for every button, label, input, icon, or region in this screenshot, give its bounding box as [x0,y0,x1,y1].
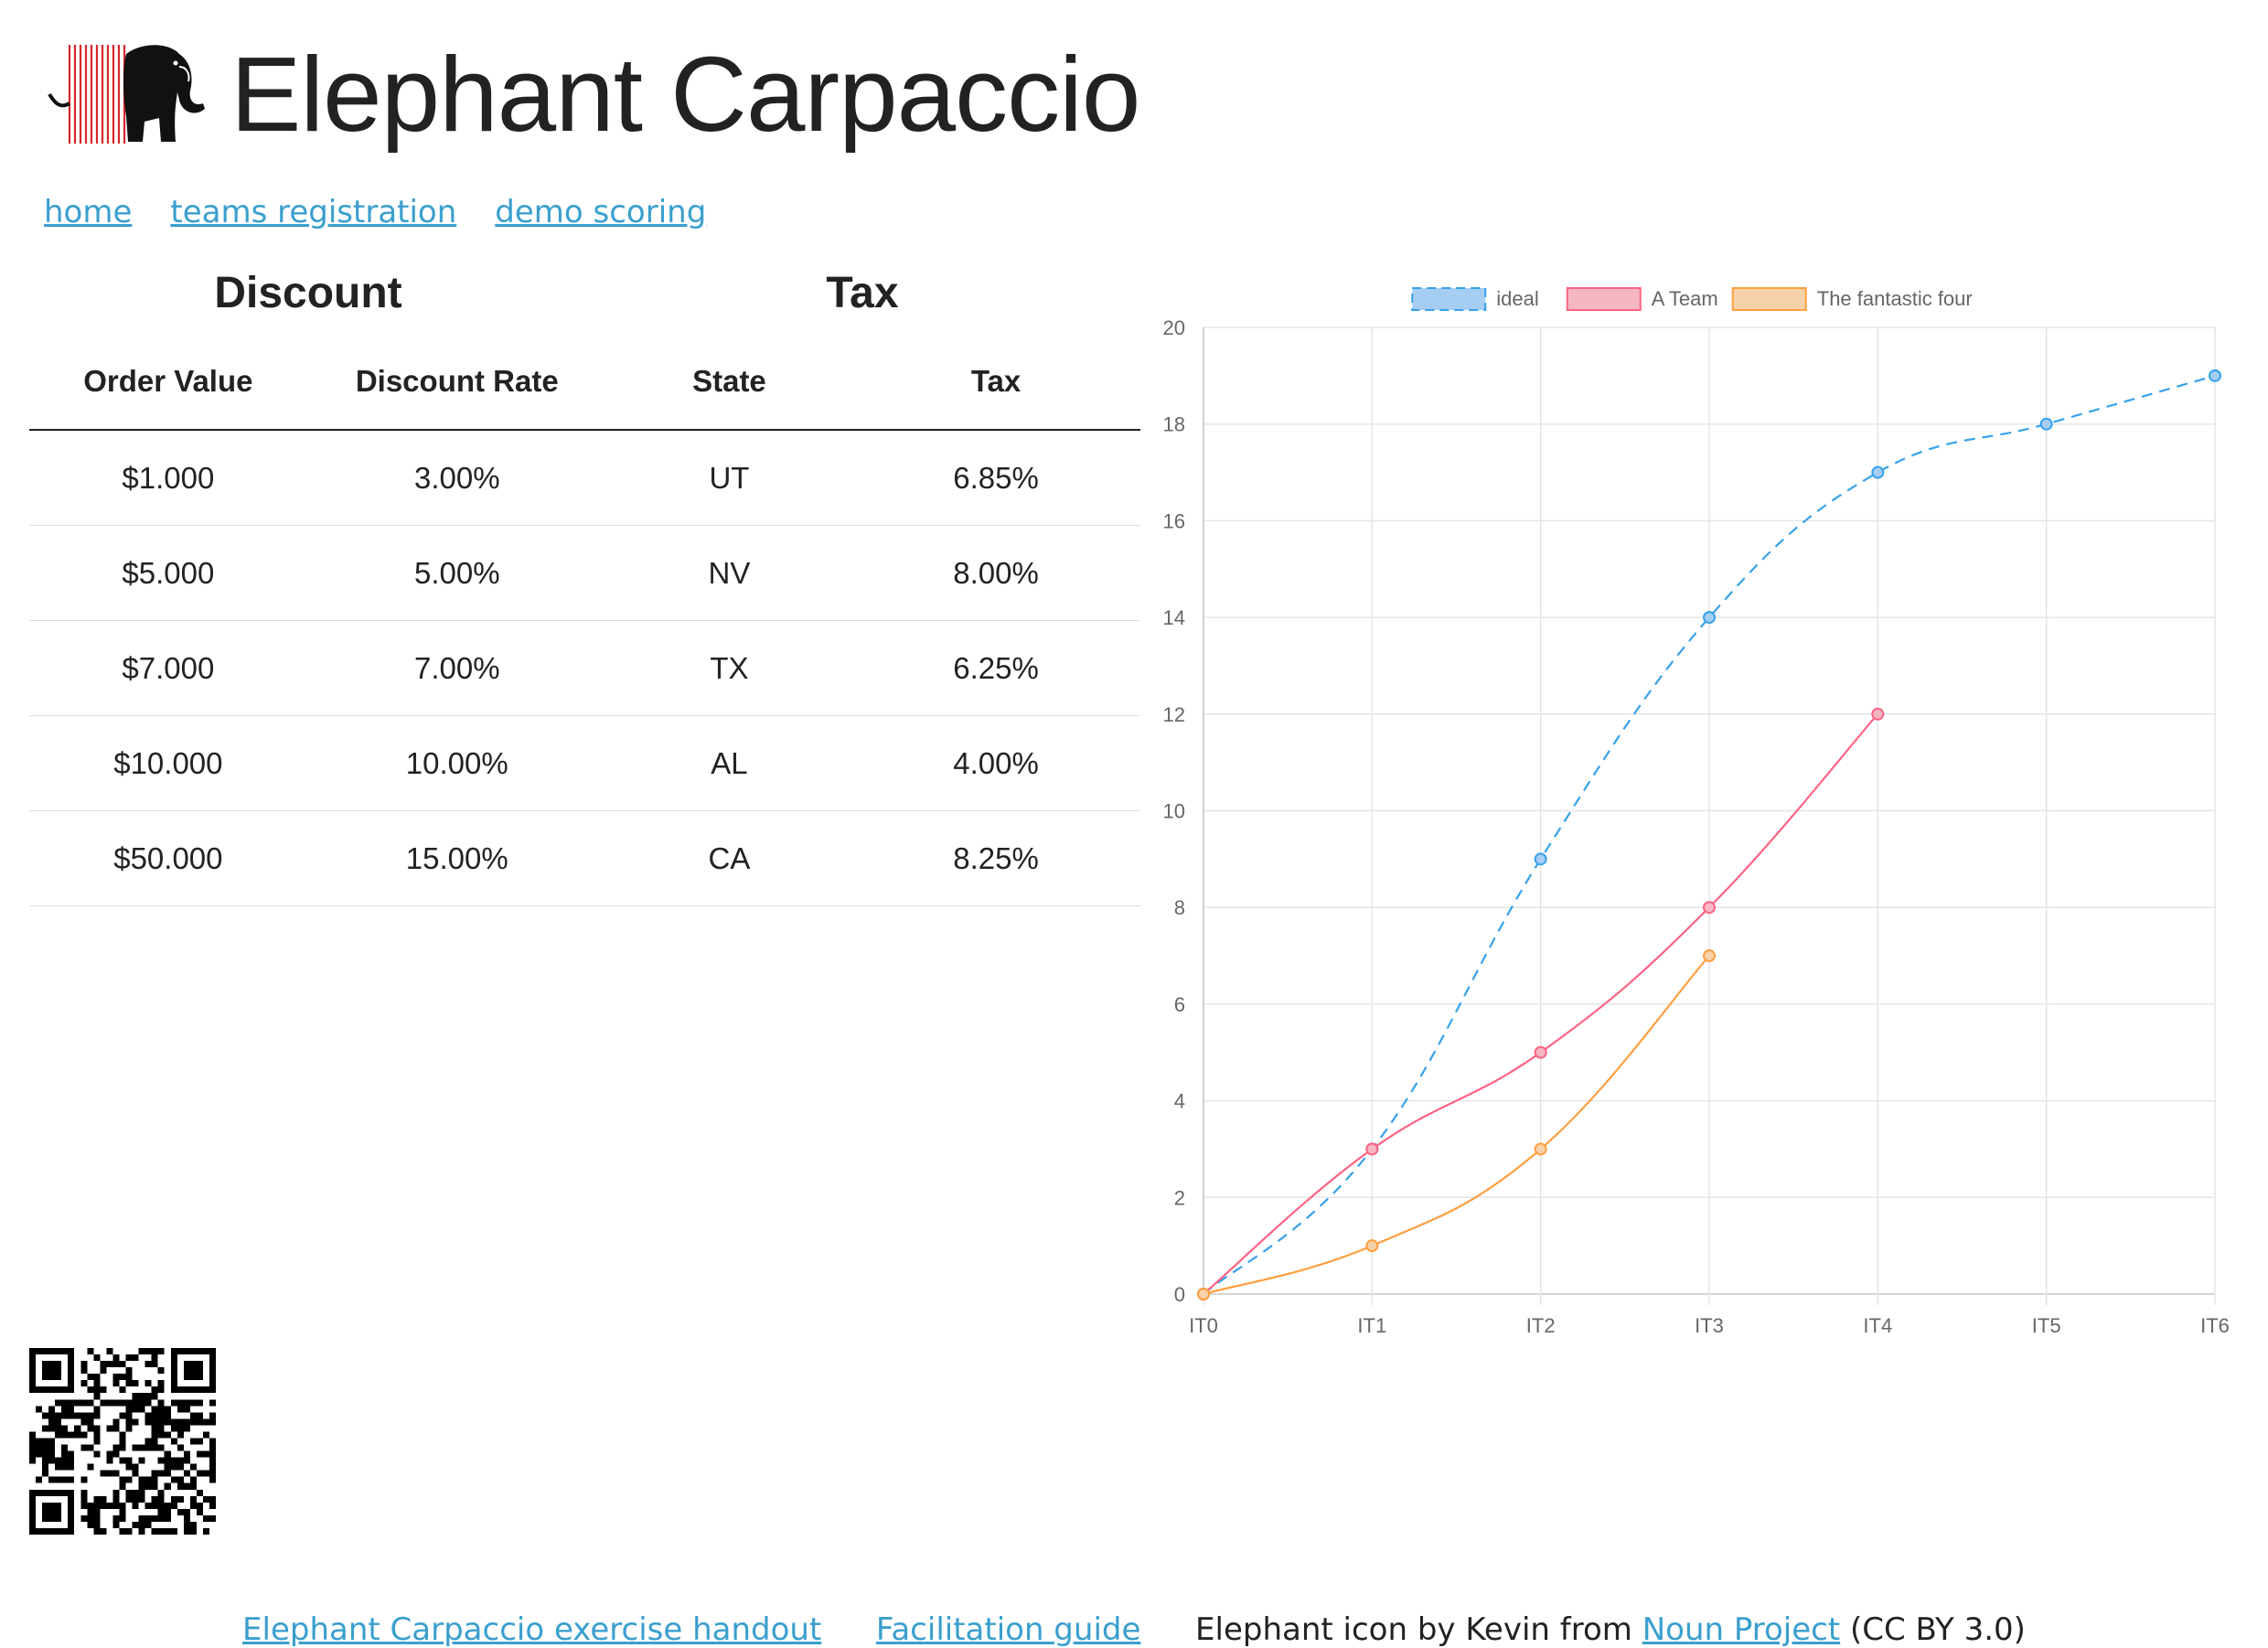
data-point [1871,466,1885,479]
order-value-cell: $10.000 [29,715,307,811]
tax-cell: 8.25% [851,810,1140,906]
y-tick-label: 4 [1174,1090,1185,1113]
data-point [1871,707,1885,721]
discount-rate-cell: 10.00% [306,715,607,811]
discount-rate-cell: 5.00% [306,525,607,621]
legend-swatch [1566,287,1642,311]
series-line-the-fantastic-four [1203,955,1710,1296]
nav-teams-registration-link[interactable]: teams registration [170,194,457,230]
column-header-order-value: Order Value [29,334,307,431]
main-nav: home teams registration demo scoring [44,194,706,230]
data-point [1534,1142,1547,1156]
x-tick-label: IT1 [1357,1314,1386,1337]
data-point [1703,611,1716,625]
legend-label: A Team [1652,287,1718,310]
x-tick-label: IT0 [1189,1314,1218,1337]
table-row: $50.000 15.00% CA 8.25% [29,810,1140,906]
legend-swatch [1731,287,1807,311]
y-tick-label: 0 [1174,1283,1185,1306]
qr-code[interactable] [29,1348,216,1535]
legend-label: The fantastic four [1817,287,1973,310]
data-point [1534,852,1547,866]
tax-cell: 6.25% [851,620,1140,716]
order-value-cell: $50.000 [29,810,307,906]
table-row: $7.000 7.00% TX 6.25% [29,620,1140,716]
discount-rate-cell: 15.00% [306,810,607,906]
y-tick-label: 18 [1163,413,1185,436]
y-tick-label: 2 [1174,1186,1185,1209]
column-header-tax: Tax [851,334,1140,431]
legend-swatch [1411,287,1487,311]
state-cell: UT [606,430,852,526]
y-tick-label: 6 [1174,993,1185,1016]
data-point [1703,901,1716,915]
data-point [1534,1045,1547,1059]
y-tick-label: 20 [1163,316,1185,339]
y-tick-label: 12 [1163,703,1185,726]
state-cell: CA [606,810,852,906]
team-progress-chart: 0 2 4 6 8 10 12 14 16 18 20 IT0 IT1 IT2 IT3 IT4 IT5 IT6 id… [1143,270,2241,1358]
icon-credit-text: Elephant icon by Kevin from [1195,1611,1632,1648]
x-tick-label: IT4 [1863,1314,1892,1337]
license-text: (CC BY 3.0) [1850,1611,2026,1648]
tax-heading: Tax [826,269,899,317]
tax-cell: 6.85% [851,430,1140,526]
chart-svg: 0 2 4 6 8 10 12 14 16 18 20 IT0 IT1 IT2 IT3 IT4 IT5 IT6 id… [1163,287,2230,1337]
tax-cell: 8.00% [851,525,1140,621]
data-point [1703,949,1716,963]
discount-rate-cell: 3.00% [306,430,607,526]
table-row: $10.000 10.00% AL 4.00% [29,715,1140,811]
tax-cell: 4.00% [851,715,1140,811]
column-header-state: State [606,334,852,431]
table-row: $1.000 3.00% UT 6.85% [29,430,1140,526]
legend-label: ideal [1496,287,1538,310]
x-tick-label: IT2 [1526,1314,1556,1337]
rates-table: Order Value Discount Rate State Tax $1.0… [29,334,1140,906]
page-title: Elephant Carpaccio [230,35,1140,154]
elephant-logo-icon [48,45,205,144]
x-tick-label: IT6 [2200,1314,2230,1337]
nav-home-link[interactable]: home [44,194,133,230]
order-value-cell: $1.000 [29,430,307,526]
data-point [1365,1142,1379,1156]
data-point [2039,417,2053,431]
y-tick-label: 10 [1163,800,1185,823]
handout-link[interactable]: Elephant Carpaccio exercise handout [242,1611,822,1648]
noun-project-link[interactable]: Noun Project [1642,1611,1841,1648]
header: Elephant Carpaccio [42,26,1140,163]
x-tick-label: IT3 [1695,1314,1724,1337]
data-point [1197,1288,1210,1300]
x-tick-label: IT5 [2032,1314,2061,1337]
y-tick-label: 16 [1163,509,1185,532]
state-cell: AL [606,715,852,811]
data-point [1365,1239,1379,1253]
nav-demo-scoring-link[interactable]: demo scoring [495,194,707,230]
rates-tables: Discount Tax Order Value Discount Rate S… [29,261,1140,906]
facilitation-guide-link[interactable]: Facilitation guide [875,1611,1141,1648]
discount-rate-cell: 7.00% [306,620,607,716]
order-value-cell: $7.000 [29,620,307,716]
y-tick-label: 8 [1174,896,1185,919]
state-cell: NV [606,525,852,621]
order-value-cell: $5.000 [29,525,307,621]
column-header-discount-rate: Discount Rate [306,334,607,431]
table-row: $5.000 5.00% NV 8.00% [29,525,1140,621]
state-cell: TX [606,620,852,716]
y-tick-label: 14 [1163,606,1185,629]
discount-heading: Discount [214,269,402,317]
data-point [2209,369,2221,382]
footer: Elephant Carpaccio exercise handout Faci… [0,1611,2268,1648]
